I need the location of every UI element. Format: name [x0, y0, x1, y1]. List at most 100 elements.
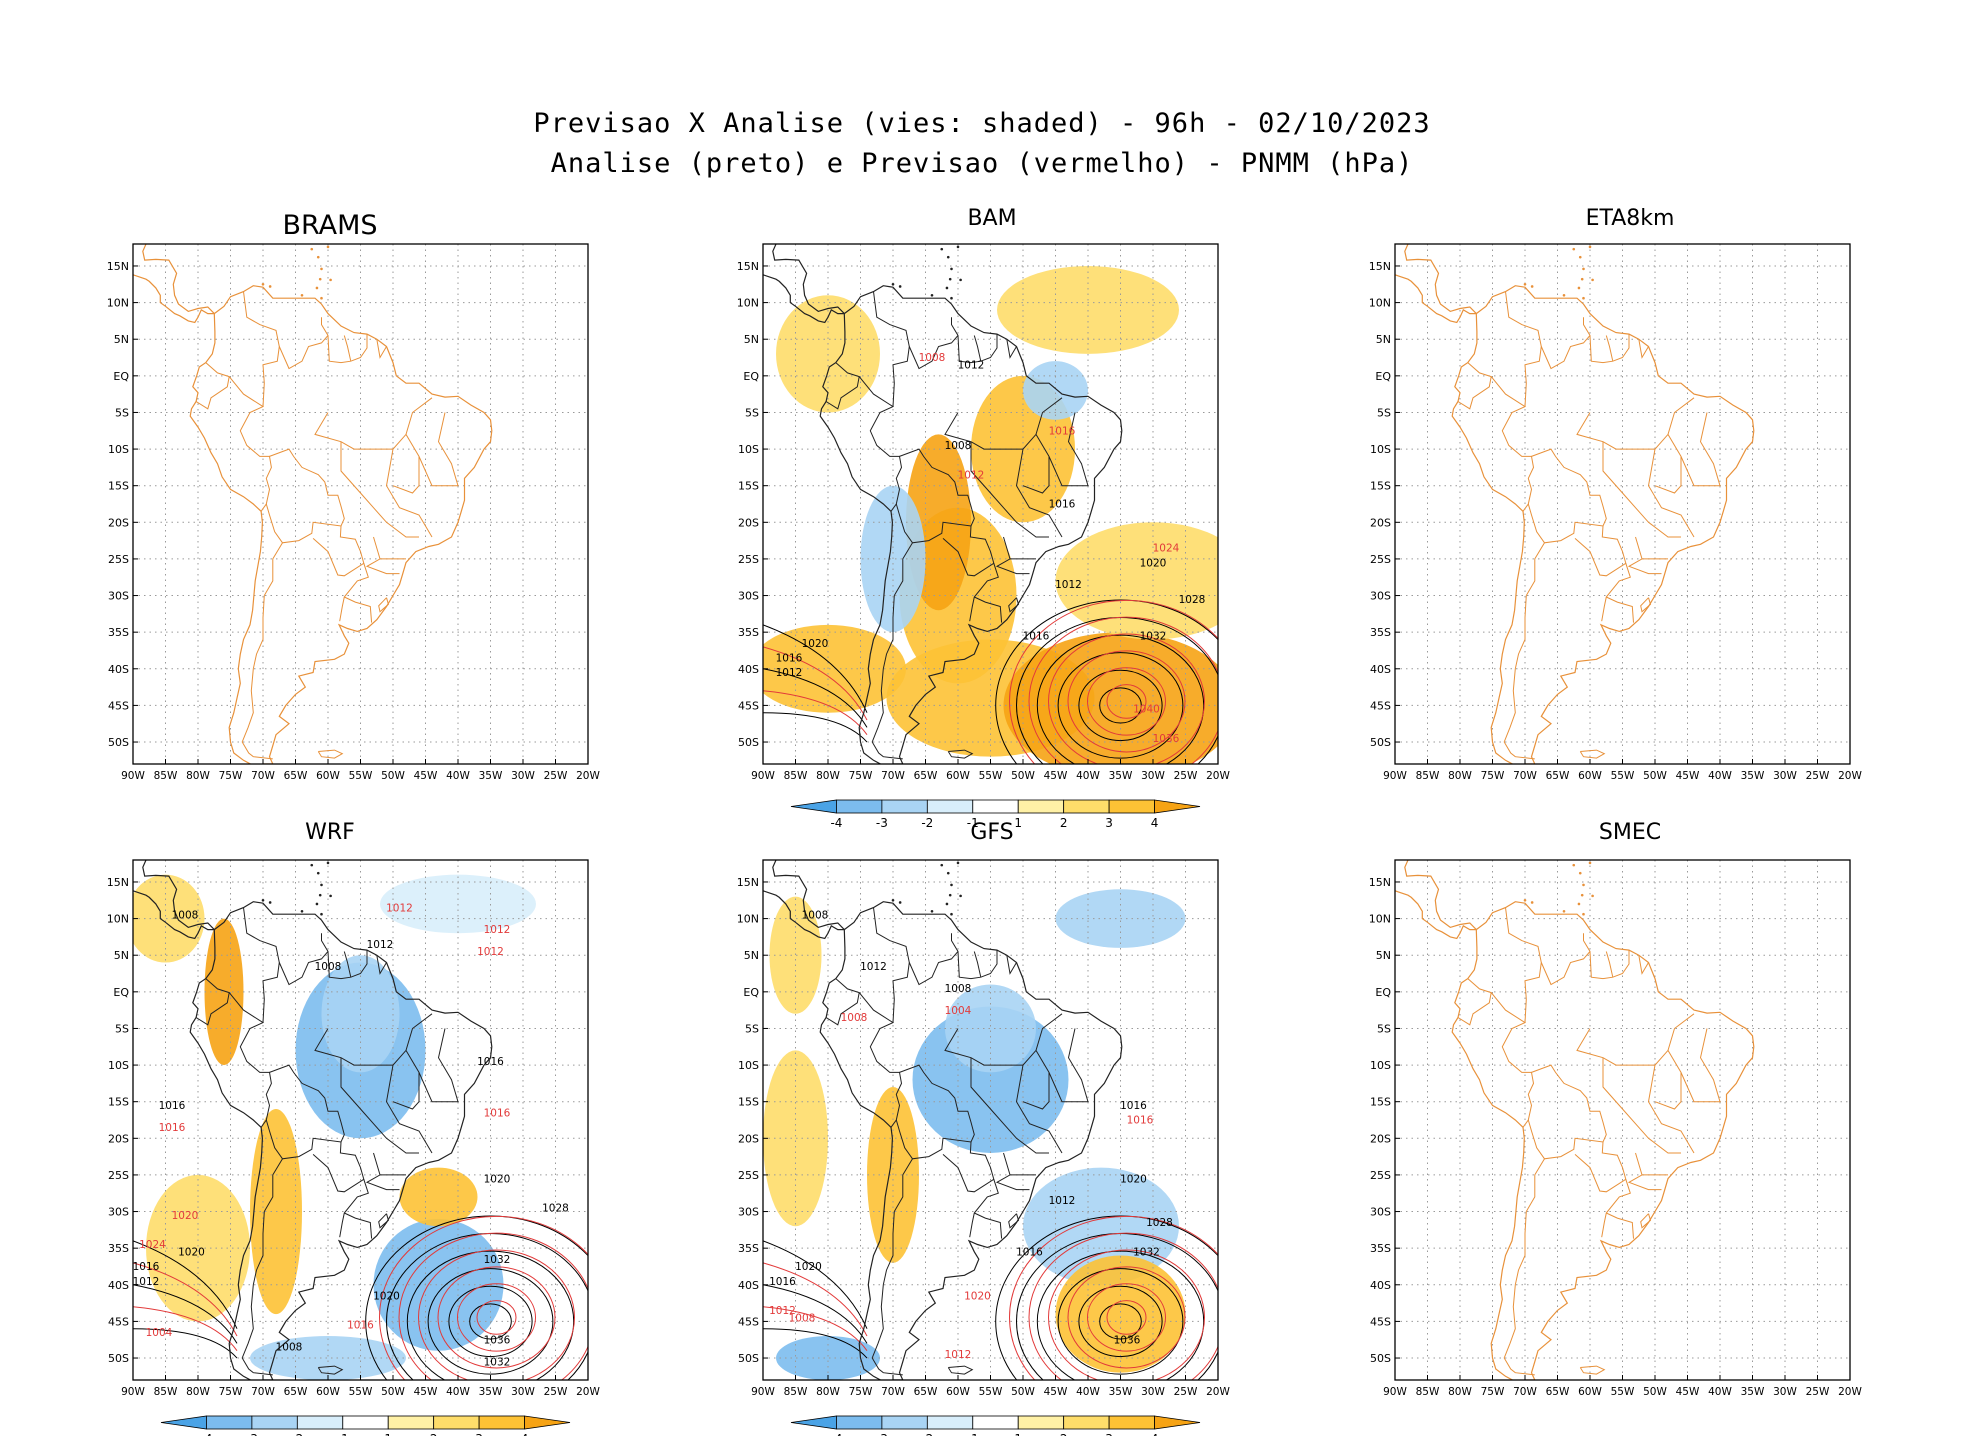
isobar-curve [133, 1306, 238, 1351]
isobar-label: 1012 [484, 924, 511, 936]
lat-tick-label: 15S [1370, 480, 1391, 493]
country-border [1602, 1057, 1681, 1154]
country-border [895, 1064, 975, 1160]
island-dot [930, 293, 934, 297]
country-border [1638, 339, 1649, 359]
country-border [970, 441, 1049, 538]
lon-tick-label: 85W [1416, 770, 1440, 782]
lat-tick-label: 20S [1370, 516, 1391, 529]
bias-shade [769, 896, 822, 1014]
colorbar-swatch [881, 1415, 928, 1430]
isobar-label: 1012 [367, 939, 394, 951]
isobar-curve [763, 1240, 868, 1329]
coastline-falklands [947, 749, 974, 759]
colorbar-swatch [972, 799, 1019, 814]
isobar-analysis [1036, 1250, 1205, 1380]
isobar-label: 1012 [1049, 1195, 1076, 1207]
isobar-label: 1016 [1127, 1115, 1154, 1127]
isobar-label: 1016 [1023, 630, 1050, 642]
coastline-central-america [1395, 860, 1477, 940]
lon-tick-label: 20W [576, 1386, 600, 1398]
panel-title-bam: BAM [967, 206, 1017, 231]
colorbar-label: -2 [921, 816, 933, 830]
lon-tick-label: 85W [154, 1386, 178, 1398]
lon-tick-label: 30W [1773, 1386, 1797, 1398]
island-dot [320, 296, 323, 300]
country-border [969, 1179, 999, 1238]
isobar-analysis [427, 1268, 554, 1375]
island-dot [1577, 286, 1581, 290]
island-dot [891, 282, 895, 286]
country-border [314, 1013, 433, 1066]
country-border [1601, 1179, 1631, 1238]
country-border [1576, 1013, 1695, 1066]
island-dot [1582, 883, 1585, 887]
lon-tick-label: 35W [1109, 770, 1133, 782]
colorbar-label: -1 [337, 1432, 349, 1436]
lon-tick-label: 85W [784, 1386, 808, 1398]
island-dot [940, 863, 944, 867]
island-dot [1530, 285, 1534, 288]
country-border [1654, 456, 1682, 494]
map-plot-area [1395, 244, 1850, 764]
map-panel-brams: 15N 10N 5N EQ 5S 10S 15S 20S 25S 30S 35S 40S 45S 50S 9… [107, 243, 600, 782]
coastline-central-america [1395, 244, 1477, 324]
island-dot [950, 912, 953, 916]
lon-tick-label: 30W [1773, 770, 1797, 782]
lat-tick-label: 5S [115, 406, 129, 419]
isobar-curve [763, 712, 868, 743]
lat-tick-label: 5N [744, 333, 759, 346]
lat-tick-label: 5S [115, 1022, 129, 1035]
lat-tick-label: 5S [1377, 1022, 1391, 1035]
isobar-label: 1016 [133, 1261, 160, 1273]
isobar-forecast [1106, 1300, 1147, 1335]
map-plot-area: 1008100810041012100810161016102010281032… [763, 860, 1218, 1380]
lon-tick-label: 80W [1448, 770, 1472, 782]
bias-shade [204, 918, 244, 1066]
lon-tick-label: 40W [446, 1386, 470, 1398]
lon-tick-label: 25W [1174, 770, 1198, 782]
lon-tick-label: 45W [1044, 770, 1068, 782]
isobar-analysis [1057, 652, 1184, 759]
bias-shade [399, 1167, 478, 1227]
lat-tick-label: 35S [108, 626, 129, 639]
coastline-south-america [189, 901, 493, 1380]
lon-tick-label: 70W [251, 1386, 275, 1398]
lon-tick-label: 65W [284, 1386, 308, 1398]
lat-tick-label: 25S [738, 1169, 759, 1182]
lat-tick-label: 5S [745, 406, 759, 419]
lat-tick-label: 40S [738, 1279, 759, 1292]
isobar-curve [763, 1262, 868, 1337]
coastline-south-america [819, 285, 1123, 764]
isobar-label: 1020 [802, 638, 829, 650]
country-border [278, 933, 329, 986]
country-border [241, 542, 283, 760]
bias-shade [776, 295, 880, 413]
lat-tick-label: 15S [108, 480, 129, 493]
lat-tick-label: 30S [108, 1206, 129, 1219]
isobar-label: 1004 [146, 1327, 173, 1339]
lat-tick-label: 15N [737, 260, 759, 273]
country-border [1540, 317, 1591, 370]
lat-tick-label: 20S [108, 516, 129, 529]
lat-tick-label: 50S [738, 736, 759, 749]
lat-tick-label: 10S [738, 1059, 759, 1072]
lat-tick-label: 25S [108, 553, 129, 566]
island-dot [1588, 861, 1592, 865]
island-dot [950, 296, 953, 300]
lon-tick-label: 20W [1206, 1386, 1230, 1398]
lat-tick-label: 15N [107, 876, 129, 889]
lat-tick-label: 10N [1369, 913, 1391, 926]
colorbar: -4 -3 -2 -1 1 2 3 4 [790, 1415, 1201, 1436]
island-dot [1530, 901, 1534, 904]
lat-tick-label: 20S [1370, 1132, 1391, 1145]
coastline-lagoon [378, 597, 389, 613]
lat-tick-label: 5S [745, 1022, 759, 1035]
lon-tick-label: 30W [1141, 770, 1165, 782]
country-border [343, 951, 352, 978]
colorbar-swatch [1108, 799, 1155, 814]
island-dot [946, 255, 950, 259]
country-border [1601, 563, 1631, 622]
lat-tick-label: 45S [1370, 1315, 1391, 1328]
colorbar-label: -4 [830, 816, 842, 830]
